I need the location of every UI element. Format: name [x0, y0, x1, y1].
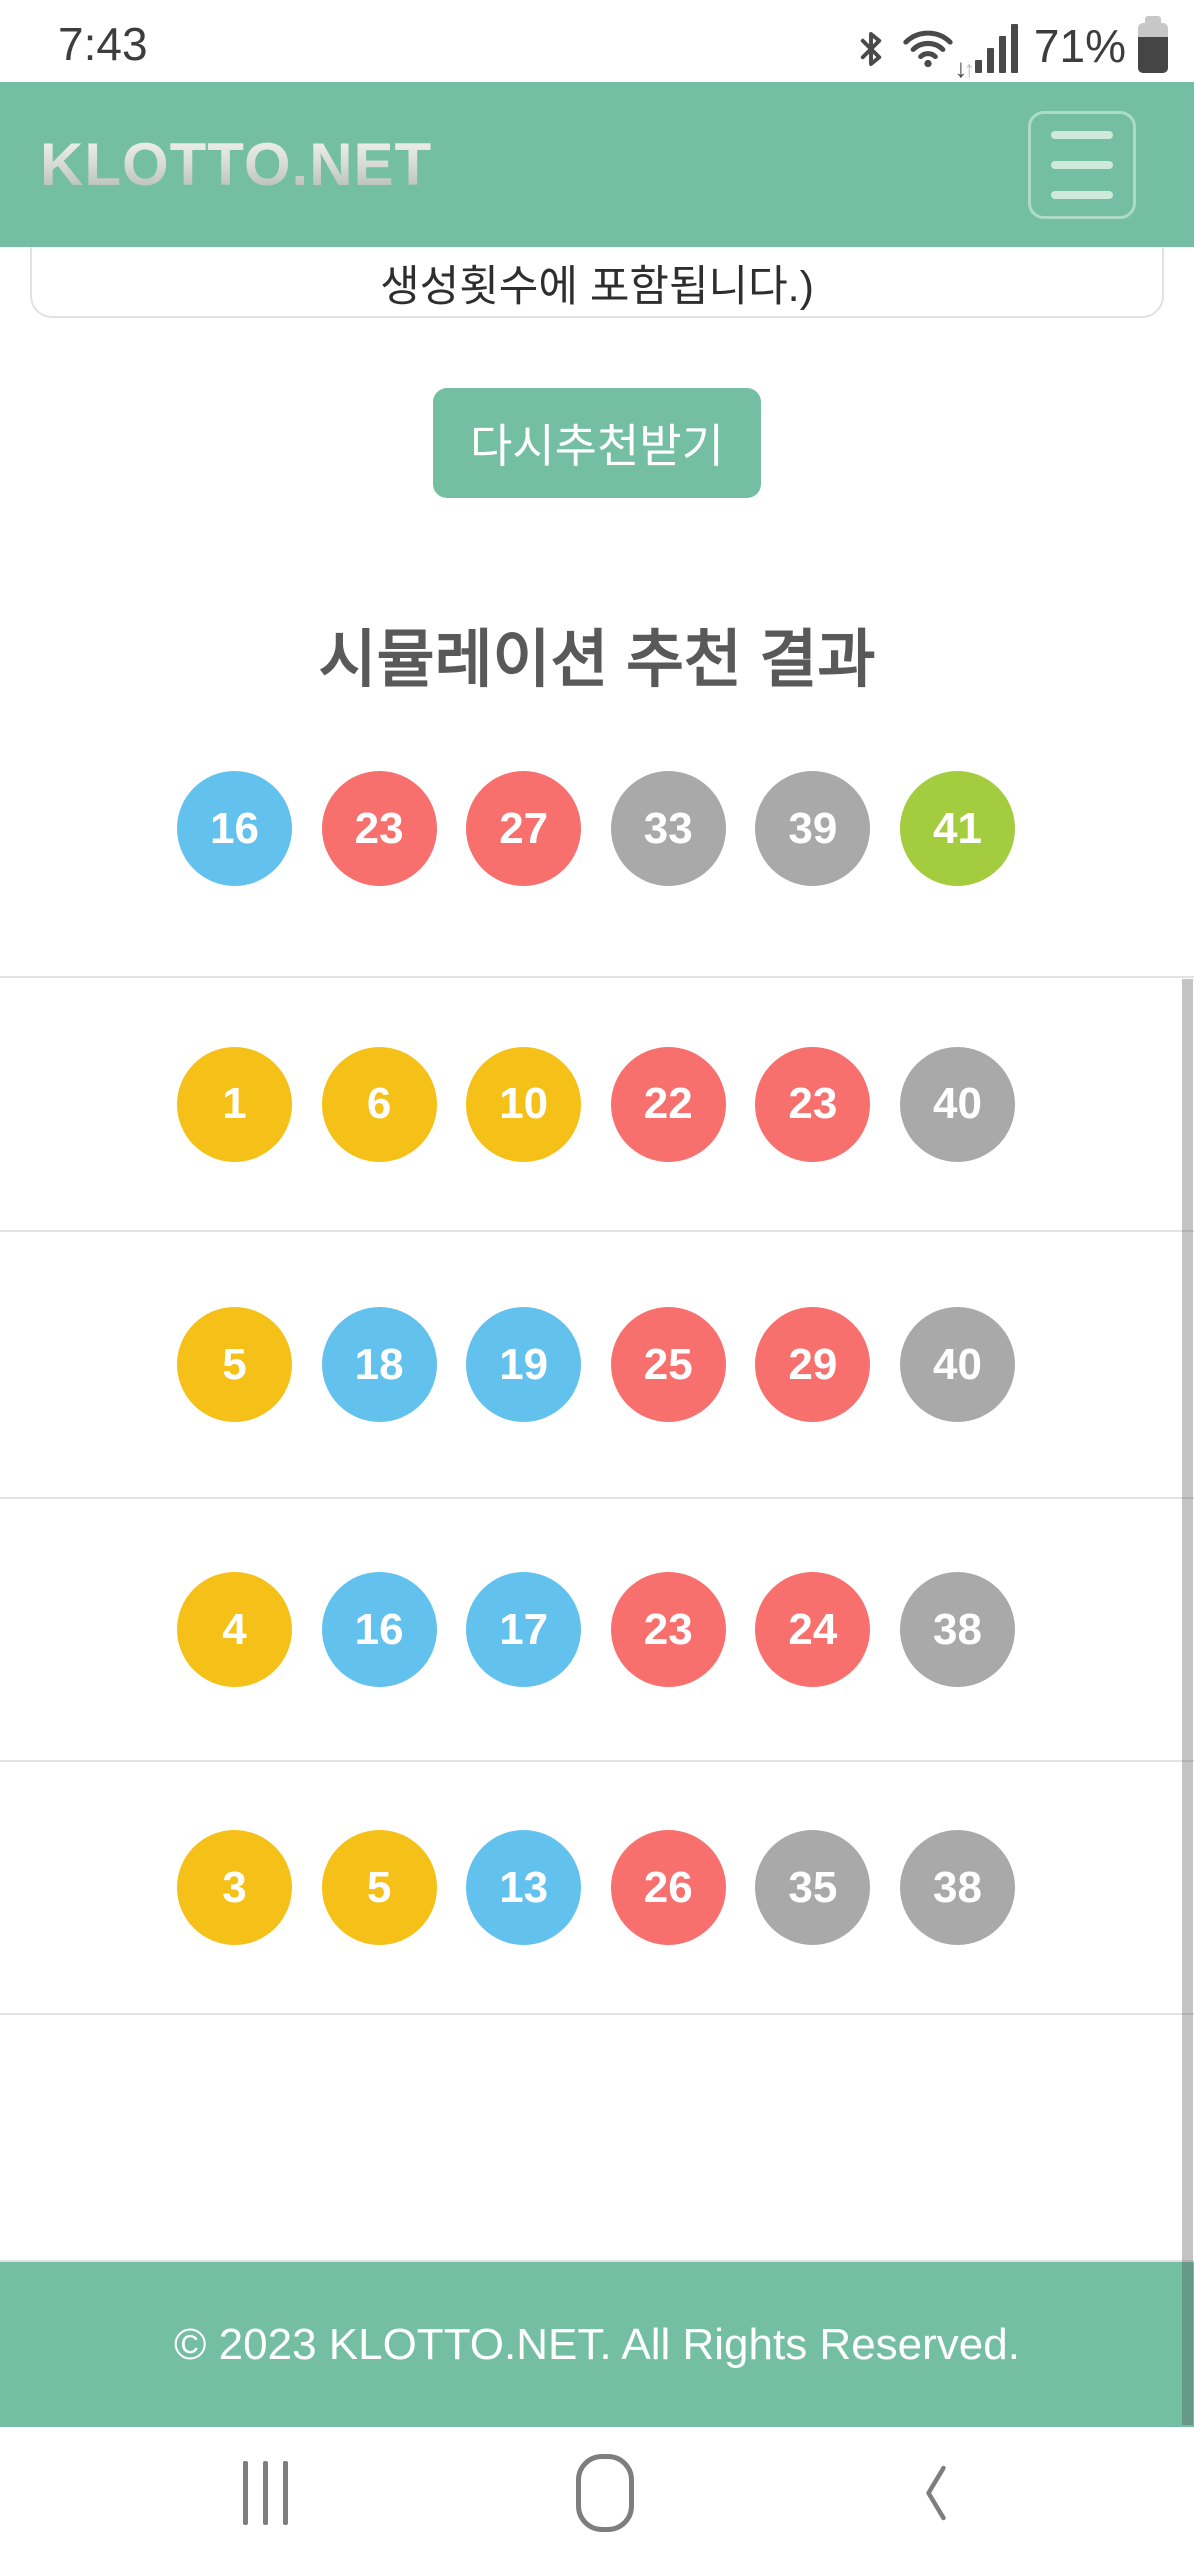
lotto-ball-10: 10: [466, 1046, 582, 1162]
wifi-traffic-arrows: ↓↑: [954, 52, 974, 83]
lotto-ball-19: 19: [466, 1307, 582, 1422]
app-footer: © 2023 KLOTTO.NET. All Rights Reserved.: [0, 2262, 1194, 2427]
hamburger-bar: [1051, 160, 1113, 169]
lotto-ball-24: 24: [755, 1572, 871, 1687]
lotto-ball-25: 25: [610, 1307, 726, 1422]
wifi-icon: ↓↑: [901, 23, 975, 81]
button-row: 다시추천받기: [0, 388, 1194, 498]
scrollbar-thumb[interactable]: [1182, 979, 1193, 2425]
ball-row: 3 5 13 26 35 38: [177, 1830, 1015, 1945]
battery-icon: [1138, 15, 1168, 73]
lotto-ball-4: 4: [177, 1572, 292, 1687]
lotto-ball-33: 33: [610, 771, 726, 886]
recents-icon[interactable]: [243, 2461, 288, 2525]
notice-text: 생성횟수에 포함됩니다.): [380, 263, 814, 311]
lotto-ball-41: 41: [899, 771, 1015, 886]
lotto-ball-22: 22: [610, 1046, 726, 1162]
lotto-ball-13: 13: [466, 1830, 582, 1945]
ball-row: 1 6 10 22 23 40: [177, 1046, 1015, 1162]
battery-percent: 71%: [1033, 19, 1126, 72]
hamburger-bar: [1051, 130, 1113, 139]
copyright-text: © 2023 KLOTTO.NET. All Rights Reserved.: [174, 2319, 1020, 2369]
lotto-ball-5: 5: [177, 1307, 292, 1422]
lotto-ball-16: 16: [177, 771, 292, 886]
simulation-row-4: 3 5 13 26 35 38: [0, 1762, 1194, 2015]
lotto-ball-1: 1: [177, 1046, 292, 1162]
simulation-row-empty: [0, 2015, 1194, 2262]
hamburger-bar: [1051, 190, 1113, 199]
lotto-ball-27: 27: [466, 771, 582, 886]
lotto-ball-23: 23: [610, 1572, 726, 1687]
android-nav-bar: [0, 2427, 1194, 2559]
status-icons: ↓↑ 71%: [853, 15, 1168, 81]
bluetooth-icon: [860, 31, 882, 66]
site-logo[interactable]: KLOTTO.NET: [40, 131, 433, 198]
ball-row: 5 18 19 25 29 40: [177, 1307, 1015, 1422]
lotto-ball-3: 3: [177, 1830, 292, 1945]
signal-strength-icon: [974, 23, 1018, 73]
simulation-row-1: 1 6 10 22 23 40: [0, 978, 1194, 1232]
lotto-ball-38: 38: [899, 1830, 1015, 1945]
lotto-ball-29: 29: [755, 1307, 871, 1422]
lotto-ball-16: 16: [321, 1572, 437, 1687]
lotto-ball-39: 39: [755, 771, 871, 886]
app-header: KLOTTO.NET: [0, 82, 1194, 247]
clock: 7:43: [58, 18, 148, 70]
hamburger-menu-button[interactable]: [1028, 110, 1136, 219]
status-bar: 7:43 ↓↑ 71%: [0, 0, 1194, 82]
lotto-ball-40: 40: [899, 1046, 1015, 1162]
home-icon[interactable]: [575, 2454, 634, 2532]
wifi-arcs: [903, 30, 953, 67]
lotto-ball-38: 38: [899, 1572, 1015, 1687]
lotto-ball-5: 5: [321, 1830, 437, 1945]
simulation-list: 1 6 10 22 23 40 5 18 19 25 29 40 4 16 17 23 24 38 3 5 13 26 35…: [0, 976, 1194, 2262]
lotto-ball-6: 6: [321, 1046, 437, 1162]
results-title: 시뮬레이션 추천 결과: [318, 625, 876, 695]
lotto-ball-23: 23: [755, 1046, 871, 1162]
simulation-row-3: 4 16 17 23 24 38: [0, 1499, 1194, 1762]
ball-row: 4 16 17 23 24 38: [177, 1572, 1015, 1687]
lotto-ball-40: 40: [899, 1307, 1015, 1422]
simulation-row-2: 5 18 19 25 29 40: [0, 1232, 1194, 1499]
main-result-row: 16 23 27 33 39 41: [177, 771, 1015, 886]
lotto-ball-26: 26: [610, 1830, 726, 1945]
lotto-ball-18: 18: [321, 1307, 437, 1422]
notice-card: 생성횟수에 포함됩니다.): [30, 247, 1164, 318]
back-icon[interactable]: [921, 2463, 951, 2523]
lotto-ball-17: 17: [466, 1572, 582, 1687]
refresh-recommendation-button[interactable]: 다시추천받기: [433, 388, 761, 498]
lotto-ball-23: 23: [321, 771, 437, 886]
lotto-ball-35: 35: [755, 1830, 871, 1945]
